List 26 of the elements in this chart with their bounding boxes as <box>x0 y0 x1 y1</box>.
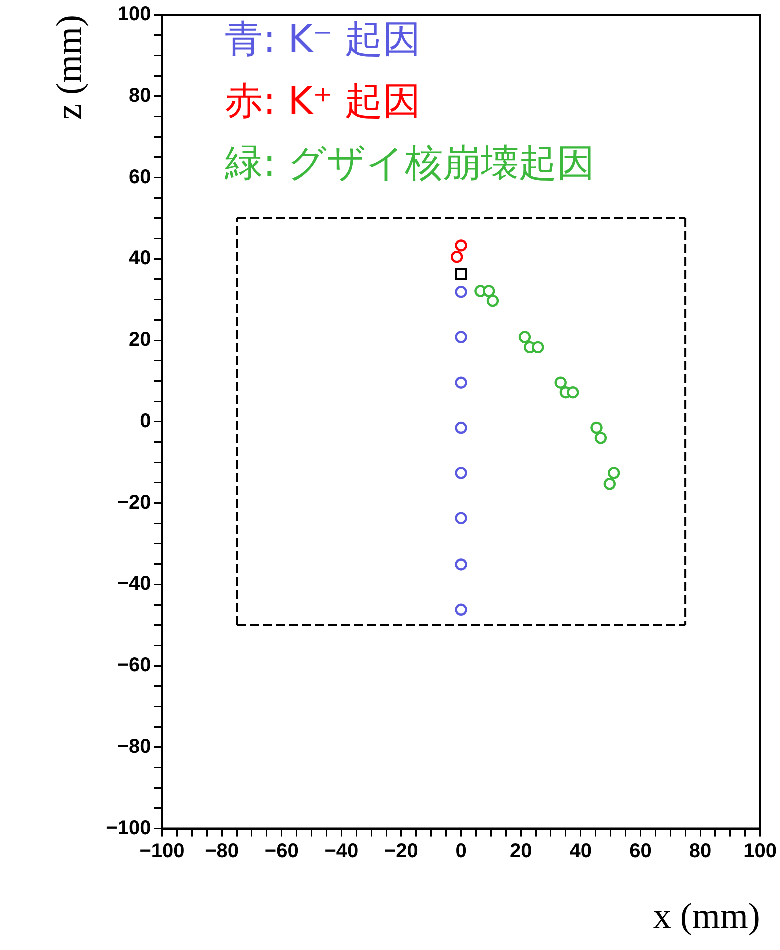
y-tick-label: −80 <box>117 736 152 758</box>
x-tick-label: −60 <box>264 840 299 862</box>
y-tick-label: −20 <box>117 492 152 514</box>
y-axis-title: z (mm) <box>49 15 90 120</box>
y-tick-label: −100 <box>106 817 152 840</box>
x-tick-label: 0 <box>456 840 467 862</box>
y-tick-label: 80 <box>129 84 152 107</box>
y-tick-label: −60 <box>117 654 152 677</box>
x-tick-label: 40 <box>570 840 592 862</box>
y-tick-label: 60 <box>129 166 152 188</box>
y-tick-label: 20 <box>129 329 152 352</box>
x-tick-label: 20 <box>510 840 532 862</box>
text: 赤: K⁺ 起因 <box>225 78 422 123</box>
text: 緑: グザイ核崩壊起因 <box>224 140 596 185</box>
x-tick-label: 80 <box>689 840 712 862</box>
x-tick-label: 60 <box>630 840 652 862</box>
y-tick-label: 100 <box>118 4 152 26</box>
text: 青: K⁻ 起因 <box>225 16 422 61</box>
y-tick-label: 0 <box>140 410 152 432</box>
x-tick-label: −80 <box>205 840 240 862</box>
x-axis-title: x (mm) <box>653 896 760 936</box>
y-tick-label: 40 <box>129 248 152 270</box>
x-tick-label: 100 <box>744 840 778 862</box>
x-tick-label: −40 <box>324 840 359 862</box>
y-tick-label: −40 <box>117 573 152 596</box>
x-tick-label: −20 <box>384 840 418 862</box>
